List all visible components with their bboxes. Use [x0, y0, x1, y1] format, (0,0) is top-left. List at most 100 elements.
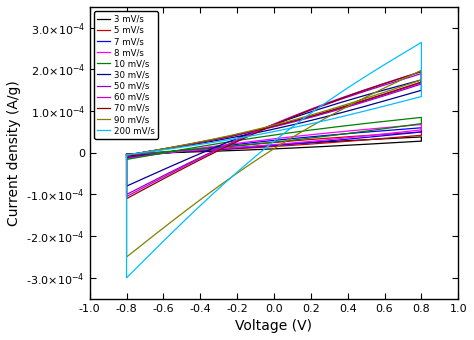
50 mV/s [319, 112, 325, 116]
7 mV/s [124, 152, 129, 156]
30 mV/s [124, 153, 129, 157]
30 mV/s [319, 116, 325, 120]
10 mV/s [242, 137, 248, 141]
30 mV/s [124, 153, 129, 157]
60 mV/s [419, 69, 424, 73]
3 mV/s [242, 145, 248, 149]
Line: 50 mV/s: 50 mV/s [127, 74, 421, 194]
60 mV/s [161, 147, 167, 151]
10 mV/s [161, 150, 167, 154]
5 mV/s [161, 150, 167, 154]
90 mV/s [319, 110, 325, 114]
90 mV/s [161, 225, 167, 230]
200 mV/s [242, 163, 248, 167]
8 mV/s [124, 157, 129, 161]
10 mV/s [124, 157, 129, 162]
3 mV/s [319, 144, 325, 149]
30 mV/s [234, 135, 240, 139]
8 mV/s [124, 152, 129, 156]
70 mV/s [419, 69, 424, 73]
60 mV/s [242, 135, 248, 139]
5 mV/s [234, 147, 240, 151]
10 mV/s [319, 135, 325, 139]
3 mV/s [124, 154, 129, 158]
70 mV/s [124, 153, 129, 157]
7 mV/s [140, 154, 146, 158]
200 mV/s [319, 119, 325, 123]
Line: 30 mV/s: 30 mV/s [127, 80, 421, 186]
30 mV/s [161, 167, 167, 171]
200 mV/s [161, 148, 167, 152]
5 mV/s [242, 143, 248, 147]
200 mV/s [140, 259, 146, 263]
70 mV/s [319, 111, 325, 115]
5 mV/s [124, 152, 129, 156]
90 mV/s [161, 147, 167, 151]
8 mV/s [140, 154, 146, 158]
60 mV/s [124, 153, 129, 157]
50 mV/s [124, 192, 129, 197]
3 mV/s [124, 152, 129, 156]
30 mV/s [242, 133, 248, 137]
Line: 60 mV/s: 60 mV/s [127, 71, 421, 197]
8 mV/s [161, 151, 167, 155]
3 mV/s [234, 148, 240, 152]
Line: 70 mV/s: 70 mV/s [127, 71, 421, 199]
50 mV/s [161, 147, 167, 151]
50 mV/s [419, 72, 424, 76]
Legend: 3 mV/s, 5 mV/s, 7 mV/s, 8 mV/s, 10 mV/s, 30 mV/s, 50 mV/s, 60 mV/s, 70 mV/s, 90 : 3 mV/s, 5 mV/s, 7 mV/s, 8 mV/s, 10 mV/s,… [94, 11, 158, 139]
30 mV/s [140, 176, 146, 181]
5 mV/s [161, 151, 167, 155]
70 mV/s [124, 197, 129, 201]
60 mV/s [140, 186, 146, 190]
90 mV/s [242, 166, 248, 170]
8 mV/s [161, 150, 167, 154]
200 mV/s [124, 153, 129, 157]
10 mV/s [161, 151, 167, 155]
50 mV/s [124, 153, 129, 157]
10 mV/s [419, 115, 424, 119]
90 mV/s [419, 68, 424, 72]
50 mV/s [140, 184, 146, 188]
7 mV/s [319, 139, 325, 143]
70 mV/s [140, 188, 146, 192]
90 mV/s [124, 255, 129, 259]
10 mV/s [140, 154, 146, 158]
Line: 90 mV/s: 90 mV/s [127, 70, 421, 257]
7 mV/s [124, 156, 129, 160]
60 mV/s [124, 194, 129, 199]
5 mV/s [124, 152, 129, 156]
200 mV/s [419, 40, 424, 45]
60 mV/s [124, 153, 129, 157]
60 mV/s [161, 175, 167, 179]
60 mV/s [234, 133, 240, 137]
8 mV/s [242, 140, 248, 144]
10 mV/s [124, 152, 129, 156]
8 mV/s [319, 138, 325, 142]
7 mV/s [419, 126, 424, 130]
7 mV/s [242, 141, 248, 146]
3 mV/s [419, 135, 424, 139]
7 mV/s [161, 151, 167, 155]
3 mV/s [161, 151, 167, 155]
10 mV/s [124, 152, 129, 156]
70 mV/s [124, 153, 129, 157]
5 mV/s [124, 155, 129, 159]
3 mV/s [124, 152, 129, 156]
Line: 10 mV/s: 10 mV/s [127, 117, 421, 159]
70 mV/s [242, 136, 248, 140]
Y-axis label: Current density (A/g): Current density (A/g) [7, 80, 21, 226]
8 mV/s [419, 122, 424, 126]
5 mV/s [319, 141, 325, 145]
30 mV/s [161, 147, 167, 151]
5 mV/s [140, 153, 146, 157]
Line: 7 mV/s: 7 mV/s [127, 128, 421, 158]
Line: 8 mV/s: 8 mV/s [127, 124, 421, 159]
50 mV/s [161, 173, 167, 177]
200 mV/s [124, 153, 129, 157]
7 mV/s [234, 146, 240, 150]
90 mV/s [124, 153, 129, 157]
200 mV/s [234, 136, 240, 140]
70 mV/s [161, 147, 167, 151]
90 mV/s [140, 242, 146, 246]
